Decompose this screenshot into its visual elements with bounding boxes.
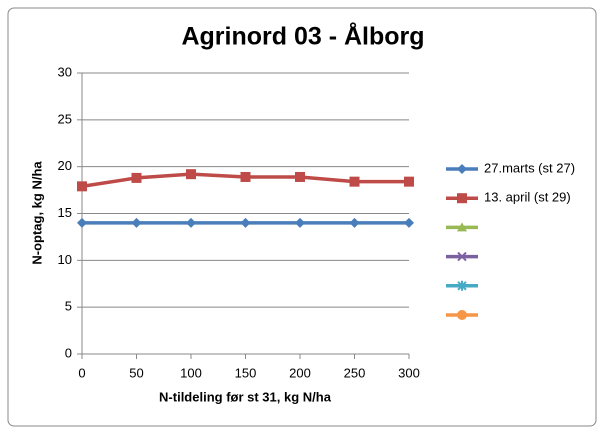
marker bbox=[404, 217, 414, 228]
y-tick-label: 10 bbox=[58, 252, 72, 267]
legend-marker bbox=[457, 193, 467, 204]
marker bbox=[186, 217, 196, 228]
x-tick-label: 0 bbox=[78, 365, 85, 380]
legend-marker bbox=[457, 280, 467, 291]
x-tick-label: 100 bbox=[180, 365, 202, 380]
marker bbox=[349, 176, 360, 187]
x-tick-label: 150 bbox=[235, 365, 257, 380]
marker bbox=[240, 171, 251, 182]
x-tick-label: 200 bbox=[289, 365, 311, 380]
marker bbox=[77, 181, 87, 192]
y-tick-label: 15 bbox=[58, 205, 72, 220]
y-tick-label: 20 bbox=[58, 158, 72, 173]
marker bbox=[295, 171, 305, 182]
y-tick-label: 5 bbox=[65, 299, 72, 314]
x-tick-label: 50 bbox=[129, 365, 143, 380]
x-axis-label: N-tildeling før st 31, kg N/ha bbox=[159, 389, 332, 404]
marker bbox=[131, 217, 142, 228]
y-tick-label: 0 bbox=[65, 345, 72, 360]
y-tick-label: 30 bbox=[58, 64, 72, 79]
marker bbox=[77, 217, 87, 228]
legend-label: 27.marts (st 27) bbox=[484, 160, 575, 175]
marker bbox=[404, 176, 414, 187]
marker bbox=[349, 217, 360, 228]
legend-marker bbox=[457, 164, 467, 174]
legend-marker bbox=[457, 222, 467, 232]
chart-border bbox=[7, 7, 597, 427]
y-axis-label: N-optag, kg N/ha bbox=[29, 161, 44, 265]
legend-marker bbox=[457, 251, 467, 262]
x-tick-label: 300 bbox=[398, 365, 420, 380]
chart-title: Agrinord 03 - Ålborg bbox=[181, 22, 424, 51]
legend-label: 13. april (st 29) bbox=[484, 190, 571, 205]
marker bbox=[131, 172, 142, 183]
marker bbox=[186, 169, 196, 180]
marker bbox=[295, 217, 305, 228]
x-tick-label: 250 bbox=[344, 365, 366, 380]
legend-marker bbox=[457, 310, 467, 320]
y-tick-label: 25 bbox=[58, 111, 72, 126]
marker bbox=[240, 217, 251, 228]
